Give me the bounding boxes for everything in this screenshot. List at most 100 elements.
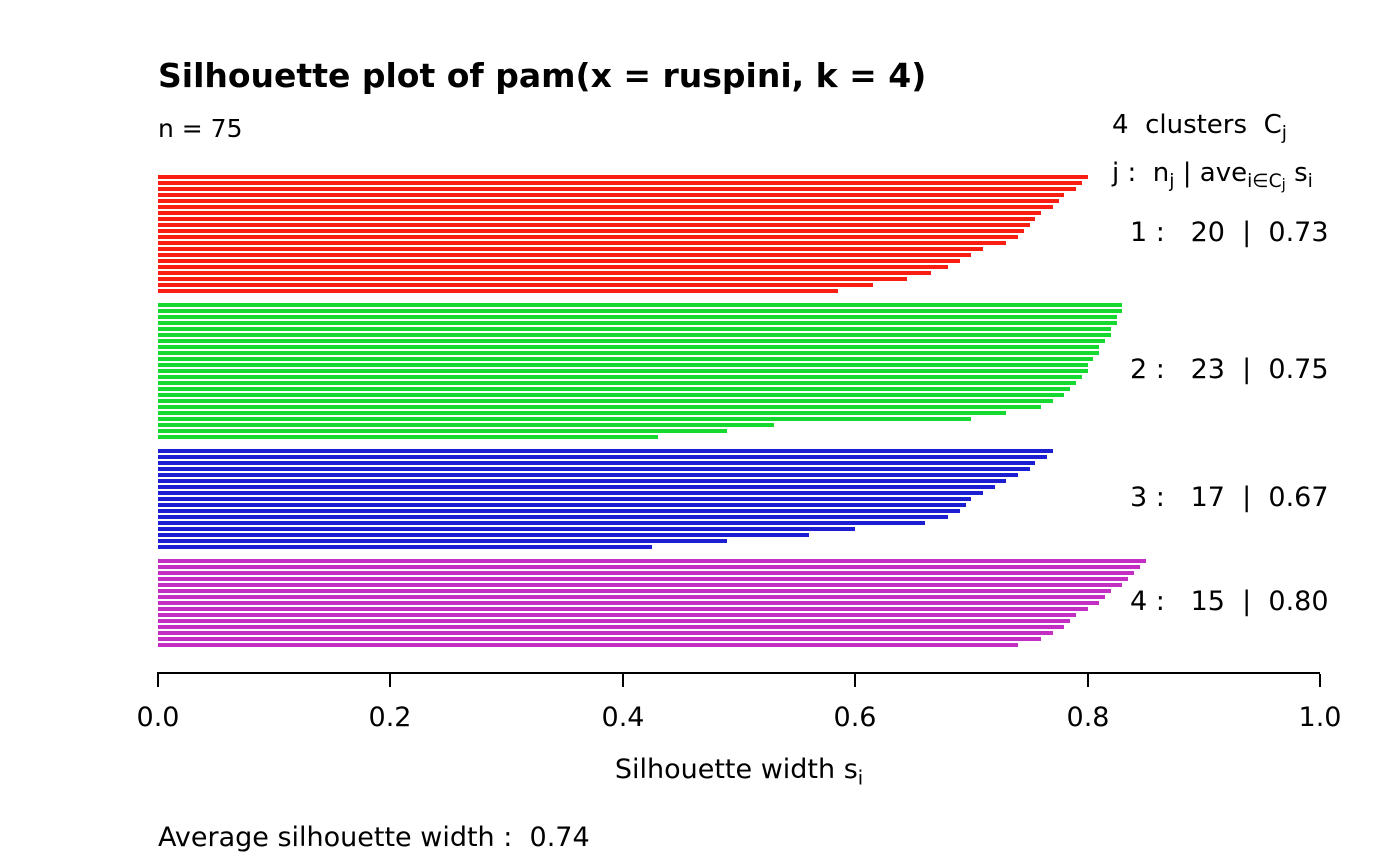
silhouette-bar (158, 521, 925, 525)
silhouette-bar (158, 259, 960, 263)
cluster-legend-row: 1 : 20 | 0.73 (1130, 217, 1329, 248)
silhouette-bar (158, 223, 1030, 227)
silhouette-bar (158, 577, 1128, 581)
x-axis-tick (389, 674, 391, 687)
silhouette-bar (158, 565, 1140, 569)
x-axis-tick (1087, 674, 1089, 687)
legend-formula-subscript: i (1307, 171, 1313, 193)
silhouette-bar (158, 503, 966, 507)
silhouette-bar (158, 583, 1122, 587)
legend-formula-subscript-text: i∈C (1247, 171, 1282, 193)
x-axis-tick (1319, 674, 1321, 687)
silhouette-bar (158, 327, 1111, 331)
legend-formula-subscript: i∈Cj (1247, 171, 1286, 192)
silhouette-bar (158, 417, 971, 421)
silhouette-bar (158, 533, 809, 537)
x-axis-tick-label: 0.6 (833, 702, 877, 733)
silhouette-bar (158, 387, 1070, 391)
silhouette-bar (158, 351, 1099, 355)
silhouette-bar (158, 435, 658, 439)
silhouette-bar (158, 527, 855, 531)
silhouette-bar (158, 175, 1088, 179)
silhouette-bar (158, 381, 1076, 385)
silhouette-bar (158, 309, 1122, 313)
silhouette-bar (158, 497, 971, 501)
silhouette-bar (158, 455, 1047, 459)
legend-header: 4 clusters Cj (1112, 110, 1287, 143)
silhouette-bar (158, 571, 1134, 575)
silhouette-bar (158, 637, 1041, 641)
silhouette-bar (158, 363, 1088, 367)
legend-header-subscript: j (1281, 123, 1287, 145)
x-axis-title-text: Silhouette width s (614, 754, 858, 785)
silhouette-bar (158, 205, 1053, 209)
silhouette-bar (158, 429, 727, 433)
silhouette-bar (158, 283, 873, 287)
silhouette-bar (158, 643, 1018, 647)
silhouette-bar (158, 589, 1111, 593)
silhouette-bar (158, 607, 1088, 611)
silhouette-bar (158, 235, 1018, 239)
silhouette-bar (158, 399, 1053, 403)
legend-formula-subscript: j (1169, 171, 1175, 193)
silhouette-bar (158, 277, 907, 281)
silhouette-bar (158, 211, 1041, 215)
legend-formula-part: j : n (1112, 158, 1170, 188)
silhouette-bar (158, 461, 1035, 465)
average-silhouette-width-label: Average silhouette width : 0.74 (158, 822, 590, 853)
x-axis-tick-label: 0.4 (601, 702, 645, 733)
silhouette-bar (158, 181, 1082, 185)
silhouette-bar (158, 315, 1117, 319)
silhouette-bar (158, 393, 1064, 397)
x-axis-tick (622, 674, 624, 687)
silhouette-bar (158, 515, 948, 519)
x-axis-tick (854, 674, 856, 687)
x-axis-tick-label: 0.2 (368, 702, 412, 733)
silhouette-bar (158, 303, 1122, 307)
legend-formula-part: | ave (1174, 158, 1248, 188)
legend-header-text: 4 clusters C (1112, 110, 1282, 140)
silhouette-bar (158, 193, 1064, 197)
silhouette-bar (158, 241, 1006, 245)
legend-formula: j : nj | avei∈Cj si (1112, 158, 1313, 192)
x-axis-line (157, 672, 1320, 674)
cluster-legend-row: 2 : 23 | 0.75 (1130, 354, 1329, 385)
cluster-legend-row: 4 : 15 | 0.80 (1130, 586, 1329, 617)
silhouette-bar (158, 375, 1082, 379)
silhouette-bar (158, 247, 983, 251)
silhouette-bar (158, 613, 1076, 617)
silhouette-bar (158, 265, 948, 269)
silhouette-bar (158, 321, 1117, 325)
silhouette-bar (158, 369, 1088, 373)
silhouette-bar (158, 199, 1059, 203)
silhouette-bar (158, 595, 1105, 599)
silhouette-bar (158, 289, 838, 293)
silhouette-bar (158, 271, 931, 275)
silhouette-bar (158, 405, 1041, 409)
silhouette-bar (158, 619, 1070, 623)
x-axis-tick-label: 0.0 (136, 702, 180, 733)
silhouette-bar (158, 229, 1024, 233)
silhouette-bar (158, 449, 1053, 453)
legend-formula-subsubscript: j (1281, 175, 1286, 194)
silhouette-bar (158, 473, 1018, 477)
silhouette-bar (158, 479, 1006, 483)
silhouette-bar (158, 339, 1105, 343)
silhouette-bar (158, 559, 1146, 563)
silhouette-bar (158, 631, 1053, 635)
cluster-legend-row: 3 : 17 | 0.67 (1130, 482, 1329, 513)
silhouette-bar (158, 345, 1099, 349)
silhouette-bar (158, 509, 960, 513)
silhouette-bar (158, 625, 1064, 629)
silhouette-bar (158, 485, 995, 489)
silhouette-bar (158, 187, 1076, 191)
silhouette-bar (158, 357, 1093, 361)
plot-title: Silhouette plot of pam(x = ruspini, k = … (158, 56, 927, 95)
silhouette-bar (158, 539, 727, 543)
x-axis-title: Silhouette width si (614, 754, 863, 788)
silhouette-bar (158, 545, 652, 549)
n-count-label: n = 75 (158, 114, 243, 143)
silhouette-bar (158, 333, 1111, 337)
x-axis-title-subscript: i (857, 766, 864, 790)
